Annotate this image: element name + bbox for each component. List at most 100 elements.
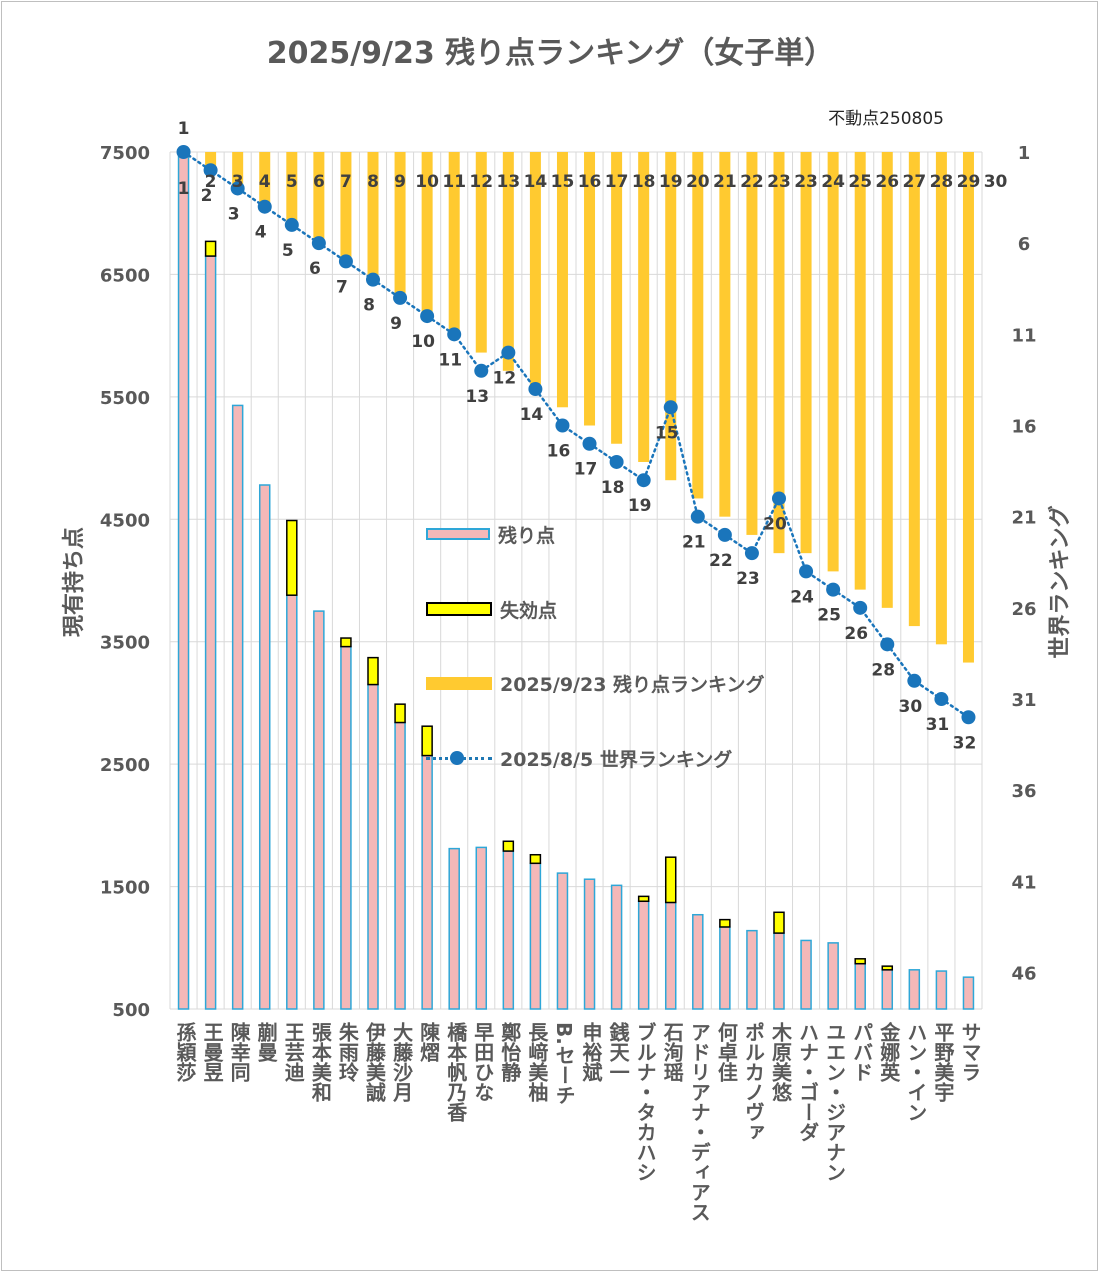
left-axis-tick: 5500 (100, 388, 150, 409)
ranking-bar-label: 25 (848, 172, 872, 192)
ranking-bar-label: 3 (232, 172, 244, 192)
ranking-bar (692, 152, 704, 499)
ranking-bar-label: 13 (496, 172, 520, 192)
world-ranking-label: 19 (628, 496, 652, 516)
ranking-bar (584, 152, 596, 426)
x-category-label: 長﨑美柚 (525, 1022, 549, 1103)
x-category-label: 陳幸同 (227, 1022, 251, 1082)
x-category-label: 張本美和 (308, 1022, 332, 1102)
x-category-label: 銭天一 (606, 1021, 630, 1082)
left-axis-tick: 6500 (100, 265, 150, 286)
ranking-bar (394, 152, 406, 298)
world-ranking-marker (609, 454, 624, 469)
world-ranking-marker (447, 327, 462, 342)
x-category-label: 橋本帆乃香 (444, 1021, 468, 1123)
right-axis-tick: 41 (1011, 872, 1036, 893)
world-ranking-marker (230, 181, 245, 196)
remaining-bar (854, 962, 866, 1010)
legend-label-ranking: 2025/9/23 残り点ランキング (500, 673, 765, 696)
ranking-bar (421, 152, 433, 317)
legend-item-expired: 失効点 (426, 597, 557, 622)
legend-item-remaining: 残り点 (426, 522, 555, 547)
world-ranking-marker (663, 400, 678, 415)
world-ranking-label: 1 (178, 119, 190, 139)
ranking-bar-label: 5 (286, 172, 298, 192)
world-ranking-marker (203, 163, 218, 178)
legend-swatch-remaining (426, 528, 490, 540)
legend-swatch-ranking (426, 676, 492, 690)
chart-title: 2025/9/23 残り点ランキング（女子単） (266, 36, 835, 71)
expired-bar (394, 703, 406, 724)
x-category-label: 伊藤美誠 (363, 1022, 387, 1103)
ranking-bar (935, 152, 947, 645)
world-ranking-label: 7 (336, 277, 348, 297)
legend-swatch-world (426, 746, 492, 770)
remaining-bar (313, 610, 325, 1010)
world-ranking-label: 11 (438, 350, 462, 370)
expired-bar (854, 958, 866, 965)
world-ranking-marker (636, 473, 651, 488)
ranking-bar-label: 24 (821, 172, 845, 192)
ranking-bar (665, 152, 677, 481)
x-category-label: 王曼昱 (200, 1022, 224, 1082)
world-ranking-label: 16 (547, 442, 571, 462)
remaining-bar (529, 862, 542, 1010)
remaining-bar (800, 939, 812, 1010)
world-ranking-label: 31 (926, 715, 950, 735)
world-ranking-label: 25 (817, 606, 841, 626)
world-ranking-label: 28 (871, 660, 895, 680)
ranking-bar-label: 17 (605, 172, 629, 192)
ranking-bar (259, 152, 271, 207)
remaining-bar (556, 872, 569, 1010)
world-ranking-marker (393, 290, 408, 305)
remaining-bar (692, 913, 704, 1010)
x-category-label: 朱雨玲 (335, 1022, 359, 1083)
world-ranking-label: 15 (655, 423, 679, 443)
ranking-bar (205, 152, 217, 171)
world-ranking-marker (176, 145, 191, 159)
remaining-bar (664, 901, 677, 1010)
right-axis-tick: 16 (1011, 417, 1036, 438)
ranking-bar-label: 20 (686, 172, 710, 192)
remaining-bar (394, 721, 406, 1010)
remaining-bar (935, 970, 948, 1010)
ranking-bar (232, 152, 244, 189)
remaining-bar (881, 969, 894, 1010)
world-ranking-marker (284, 217, 299, 232)
ranking-bar-label: 22 (740, 172, 764, 192)
ranking-bar-label: 19 (659, 172, 683, 192)
remaining-bar (421, 754, 433, 1010)
world-ranking-label: 3 (228, 204, 240, 224)
ranking-bar-label: 10 (415, 172, 439, 192)
world-ranking-marker (907, 673, 922, 688)
x-category-label: 金娜英 (877, 1021, 901, 1083)
world-ranking-label: 17 (574, 460, 598, 480)
legend-item-world: 2025/8/5 世界ランキング (426, 746, 732, 771)
world-ranking-marker (474, 363, 489, 378)
ranking-bar-label: 11 (442, 172, 466, 192)
x-category-label: ユエン・ジアナン (823, 1022, 847, 1182)
expired-bar (340, 637, 352, 648)
ranking-bar (773, 152, 785, 554)
remaining-bar (177, 151, 190, 1010)
remaining-bar (502, 850, 515, 1010)
remaining-bar (610, 884, 623, 1010)
left-axis-label: 現有持ち点 (62, 526, 87, 638)
ranking-bar-label: 23 (794, 172, 818, 192)
ranking-bar (800, 152, 812, 554)
world-ranking-marker (880, 637, 895, 652)
world-ranking-marker (772, 491, 786, 506)
expired-bar (664, 856, 677, 904)
world-ranking-label: 24 (790, 587, 814, 607)
remaining-bar (827, 942, 839, 1010)
x-category-label: パバド (850, 1022, 874, 1082)
world-ranking-marker (582, 436, 597, 451)
ranking-bar (638, 152, 650, 462)
right-axis-tick: 36 (1011, 781, 1036, 802)
ranking-bar-label: 21 (713, 172, 737, 192)
world-ranking-label: 8 (363, 296, 375, 316)
world-ranking-label: 30 (898, 697, 922, 717)
world-ranking-marker (826, 582, 841, 597)
ranking-bar-label: 7 (340, 172, 352, 192)
